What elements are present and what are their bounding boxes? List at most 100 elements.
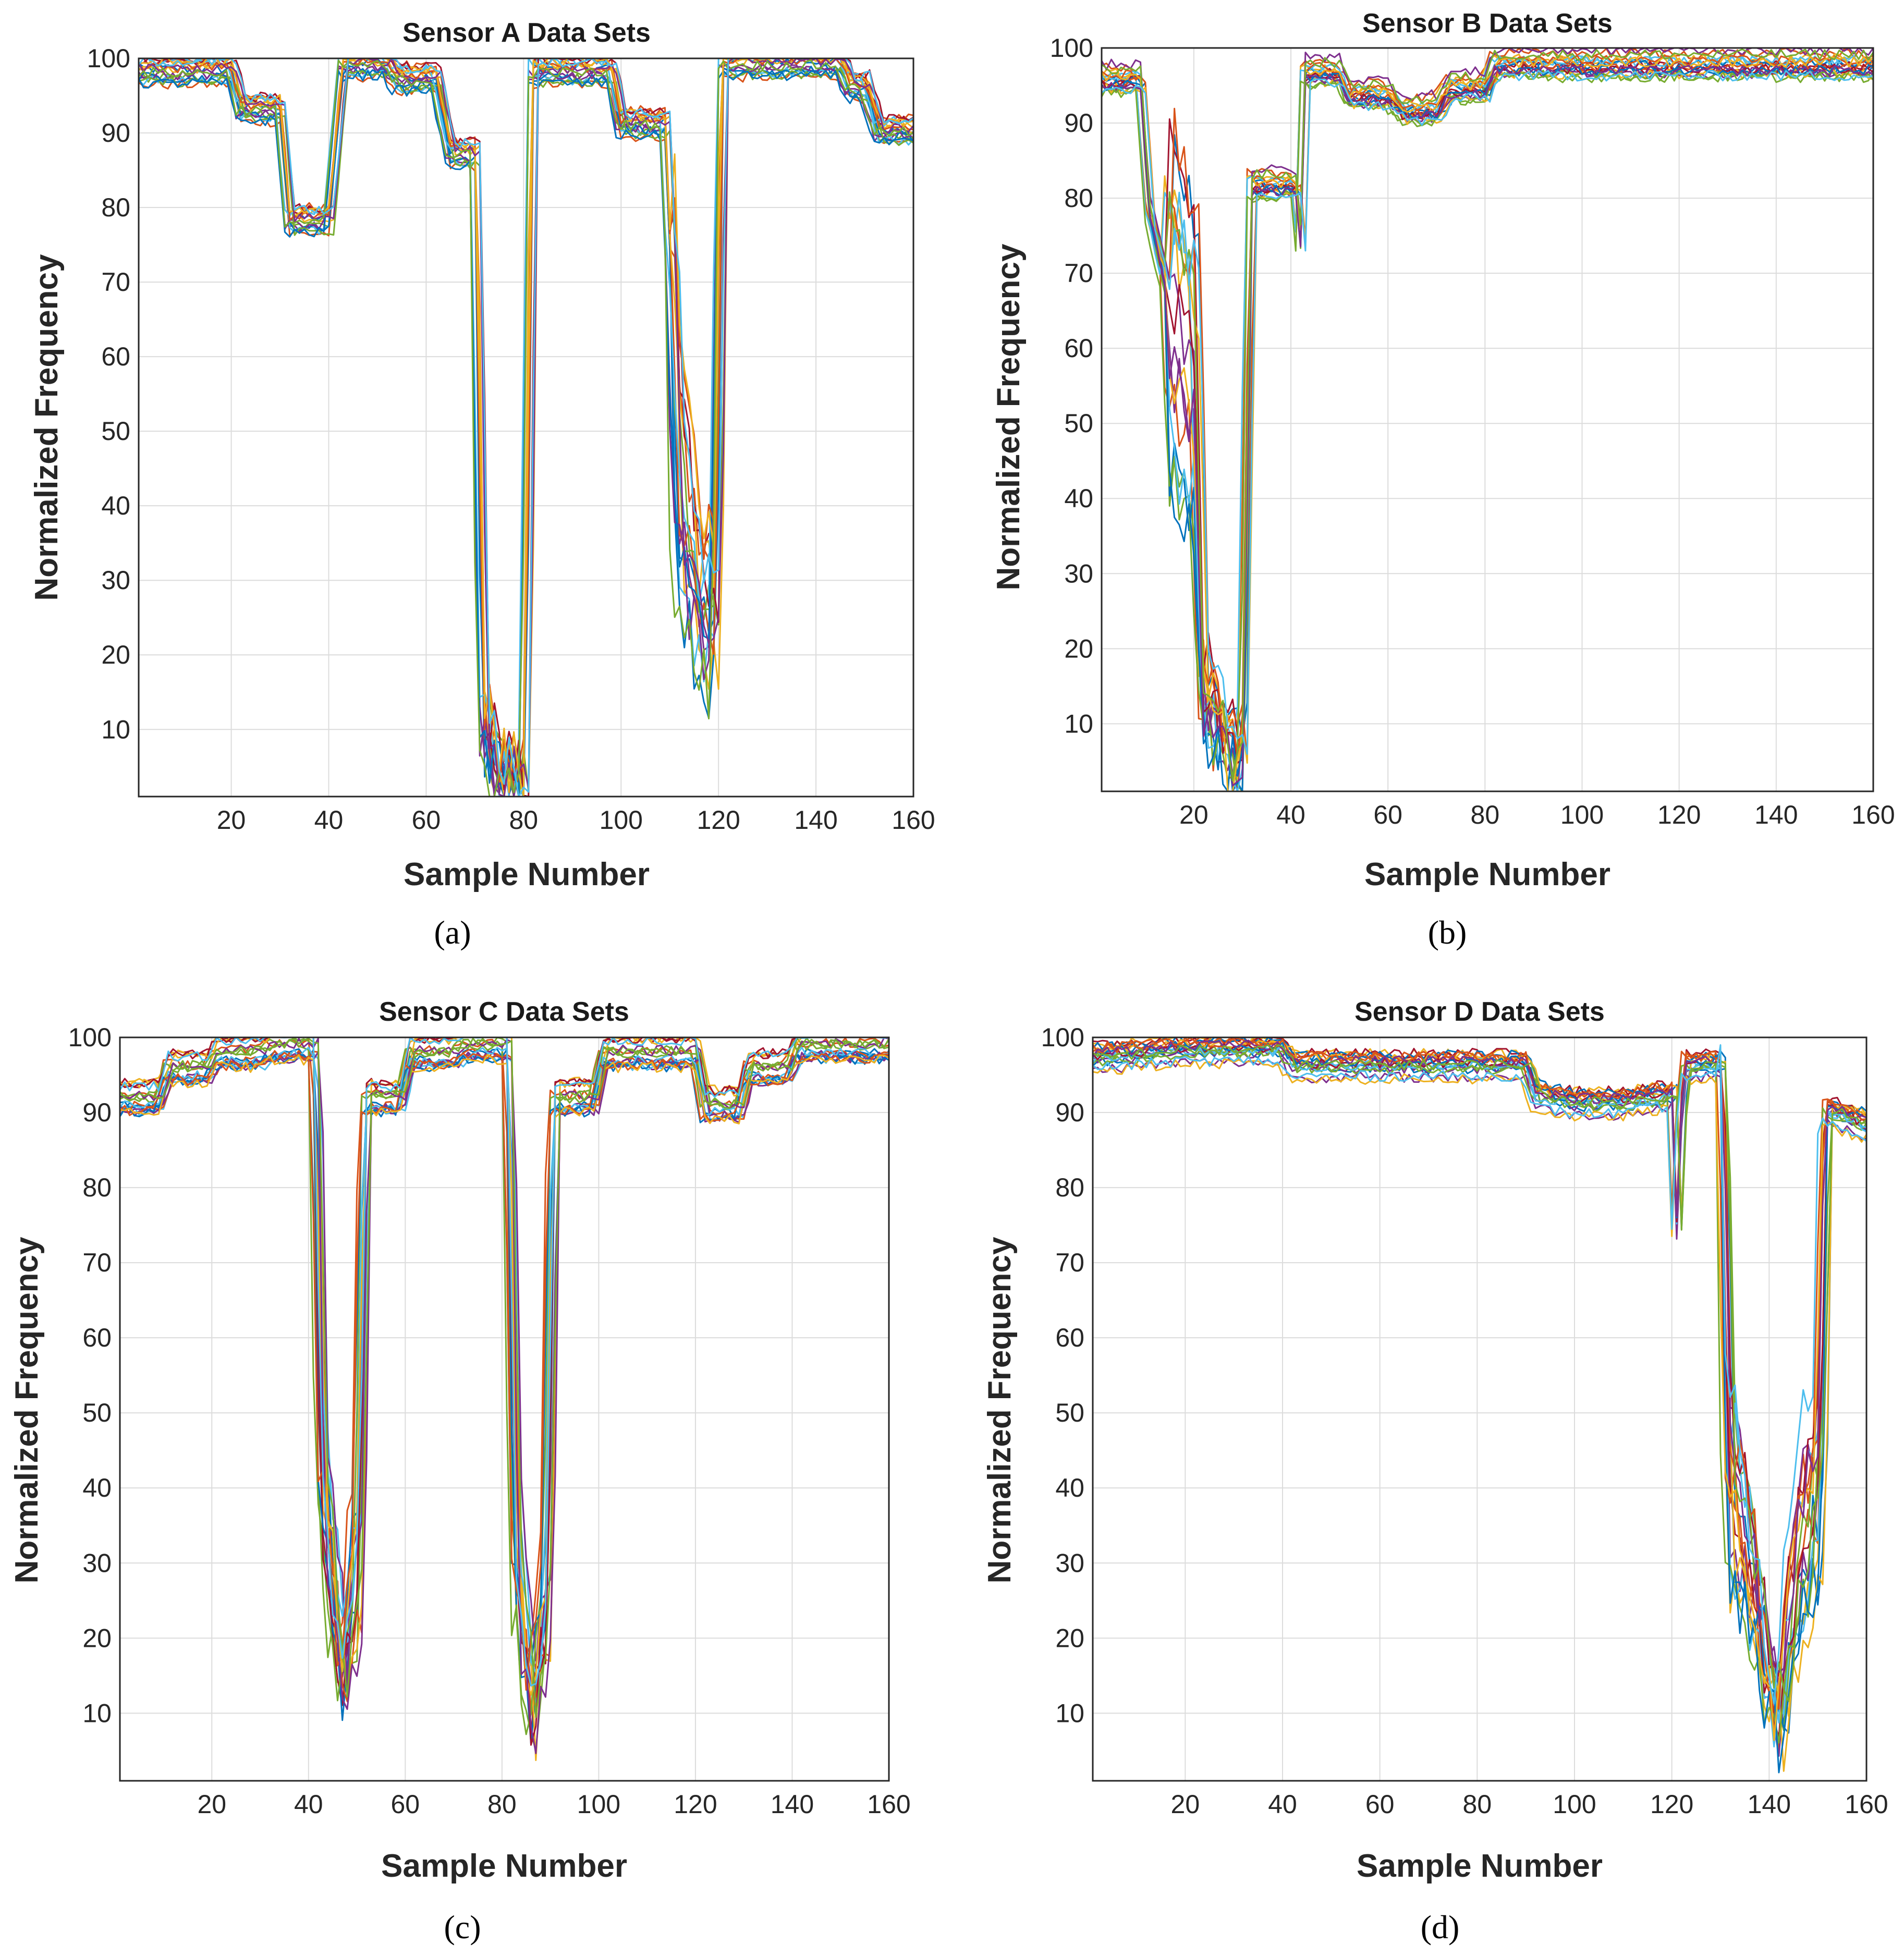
series-line bbox=[1102, 68, 1873, 780]
series-line bbox=[1102, 48, 1873, 778]
plot-area: 20 40 60 80 100 120 140 160 10 20 30 40 50 60 70 80 90 10… bbox=[87, 44, 935, 835]
x-tick-label: 140 bbox=[771, 1790, 814, 1819]
series-group bbox=[1102, 48, 1873, 791]
x-tick-label: 100 bbox=[577, 1790, 620, 1819]
x-tick-label: 60 bbox=[1373, 800, 1402, 829]
chart-title: Sensor D Data Sets bbox=[1354, 997, 1605, 1027]
series-line bbox=[139, 58, 913, 797]
series-line bbox=[1093, 1044, 1866, 1705]
series-line bbox=[120, 1054, 889, 1696]
x-tick-label: 160 bbox=[1845, 1790, 1888, 1819]
y-tick-label: 60 bbox=[82, 1323, 112, 1352]
series-line bbox=[139, 58, 913, 797]
series-group bbox=[120, 1037, 889, 1762]
x-tick-label: 120 bbox=[1650, 1790, 1693, 1819]
y-tick-label: 20 bbox=[1055, 1623, 1084, 1653]
chart-title: Sensor A Data Sets bbox=[402, 18, 651, 48]
x-tick-label: 60 bbox=[412, 805, 441, 835]
series-line bbox=[1102, 48, 1873, 782]
y-tick-label: 50 bbox=[82, 1398, 112, 1427]
series-line bbox=[1102, 53, 1873, 761]
chart-title: Sensor B Data Sets bbox=[1362, 8, 1613, 39]
x-tick-label: 160 bbox=[867, 1790, 910, 1819]
y-tick-label: 10 bbox=[1055, 1698, 1084, 1728]
y-tick-label: 100 bbox=[1041, 1023, 1084, 1052]
x-tick-label: 120 bbox=[1657, 800, 1701, 829]
x-axis-label: Sample Number bbox=[1364, 857, 1610, 892]
plot-frame bbox=[1101, 47, 1874, 792]
x-tick-label: 20 bbox=[217, 805, 246, 835]
y-tick-label: 20 bbox=[101, 640, 130, 669]
y-tick-label: 90 bbox=[82, 1098, 112, 1127]
x-tick-label: 120 bbox=[674, 1790, 717, 1819]
series-line bbox=[1093, 1037, 1866, 1738]
series-line bbox=[1102, 63, 1873, 764]
series-line bbox=[1093, 1037, 1866, 1734]
y-tick-label: 80 bbox=[1055, 1173, 1084, 1202]
y-tick-label: 60 bbox=[101, 342, 130, 371]
series-line bbox=[1093, 1039, 1866, 1673]
series-line bbox=[139, 59, 913, 797]
series-line bbox=[139, 58, 913, 797]
chart-title: Sensor C Data Sets bbox=[379, 997, 629, 1027]
series-line bbox=[1093, 1037, 1866, 1733]
x-tick-label: 40 bbox=[1268, 1790, 1297, 1819]
x-tick-label: 80 bbox=[1463, 1790, 1492, 1819]
x-tick-label: 20 bbox=[1179, 800, 1209, 829]
y-tick-label: 90 bbox=[1055, 1098, 1084, 1127]
series-line bbox=[1102, 70, 1873, 755]
y-tick-label: 30 bbox=[101, 566, 130, 595]
chart-panel-b: Sensor B Data Sets 20 40 60 80 100 120 140 160 1… bbox=[991, 8, 1895, 951]
x-tick-label: 100 bbox=[600, 805, 643, 835]
y-tick-label: 40 bbox=[82, 1473, 112, 1502]
y-tick-label: 70 bbox=[82, 1248, 112, 1277]
series-line bbox=[1093, 1037, 1866, 1710]
plot-area: 20 40 60 80 100 120 140 160 10 20 30 40 50 60 70 80 90 10… bbox=[68, 1023, 911, 1819]
plot-frame bbox=[119, 1036, 890, 1782]
panel-caption: (b) bbox=[1428, 914, 1467, 951]
x-tick-label: 160 bbox=[1851, 800, 1895, 829]
y-axis-label: Normalized Frequency bbox=[29, 254, 65, 601]
x-tick-label: 80 bbox=[1471, 800, 1500, 829]
y-tick-label: 80 bbox=[1064, 184, 1093, 213]
chart-panel-c: Sensor C Data Sets 20 40 60 80 100 120 140 160 1… bbox=[9, 997, 911, 1946]
x-tick-label: 20 bbox=[1171, 1790, 1200, 1819]
chart-panel-a: Sensor A Data Sets 20 40 60 80 100 120 140 160 1… bbox=[29, 18, 935, 951]
y-tick-label: 60 bbox=[1064, 334, 1093, 363]
y-tick-label: 50 bbox=[101, 417, 130, 446]
x-tick-label: 140 bbox=[1748, 1790, 1791, 1819]
y-axis-label: Normalized Frequency bbox=[982, 1237, 1018, 1583]
x-axis-label: Sample Number bbox=[1357, 1848, 1603, 1884]
series-line bbox=[1102, 61, 1873, 761]
y-tick-label: 30 bbox=[82, 1548, 112, 1577]
y-axis-label: Normalized Frequency bbox=[9, 1237, 45, 1583]
series-group bbox=[139, 58, 913, 797]
series-line bbox=[1102, 60, 1873, 755]
chart-panel-d: Sensor D Data Sets 20 40 60 80 100 120 140 160 1… bbox=[982, 997, 1888, 1946]
x-tick-label: 40 bbox=[294, 1790, 323, 1819]
y-tick-label: 60 bbox=[1055, 1323, 1084, 1352]
y-axis-label: Normalized Frequency bbox=[991, 243, 1027, 590]
y-tick-label: 90 bbox=[101, 118, 130, 148]
y-tick-label: 100 bbox=[87, 44, 130, 73]
x-tick-label: 140 bbox=[794, 805, 837, 835]
x-tick-label: 100 bbox=[1553, 1790, 1596, 1819]
series-line bbox=[1102, 56, 1873, 791]
y-tick-label: 70 bbox=[1064, 259, 1093, 288]
panel-caption: (a) bbox=[434, 914, 471, 951]
plot-frame bbox=[1092, 1036, 1868, 1782]
x-tick-label: 140 bbox=[1754, 800, 1798, 829]
x-axis-label: Sample Number bbox=[404, 857, 650, 892]
y-tick-label: 10 bbox=[101, 715, 130, 744]
y-tick-label: 20 bbox=[82, 1623, 112, 1653]
x-tick-label: 160 bbox=[892, 805, 935, 835]
panel-caption: (d) bbox=[1421, 1909, 1460, 1946]
y-tick-label: 80 bbox=[101, 193, 130, 222]
x-tick-label: 60 bbox=[391, 1790, 420, 1819]
series-group bbox=[1093, 1037, 1866, 1773]
series-line bbox=[1093, 1044, 1866, 1702]
y-tick-label: 100 bbox=[1050, 33, 1093, 63]
y-tick-label: 40 bbox=[1064, 484, 1093, 513]
series-line bbox=[1102, 54, 1873, 757]
